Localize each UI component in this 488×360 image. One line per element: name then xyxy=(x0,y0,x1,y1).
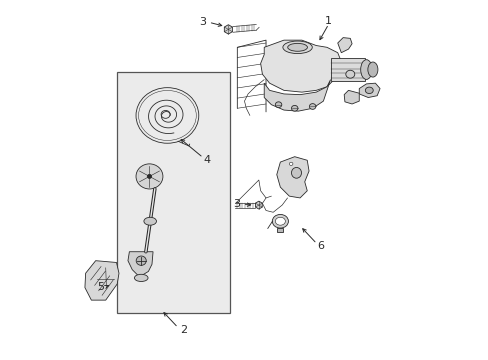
Polygon shape xyxy=(359,83,379,98)
Ellipse shape xyxy=(345,70,354,78)
Text: 3: 3 xyxy=(198,17,205,27)
Ellipse shape xyxy=(275,102,281,108)
Ellipse shape xyxy=(143,217,156,225)
Polygon shape xyxy=(128,252,153,277)
Ellipse shape xyxy=(367,62,377,77)
Polygon shape xyxy=(260,40,341,92)
Polygon shape xyxy=(276,157,308,198)
Polygon shape xyxy=(224,25,232,34)
Ellipse shape xyxy=(291,167,301,178)
Text: 6: 6 xyxy=(316,241,323,251)
Text: 4: 4 xyxy=(203,155,210,165)
Bar xyxy=(330,58,364,81)
Polygon shape xyxy=(85,261,119,300)
Text: 3: 3 xyxy=(233,199,240,210)
Ellipse shape xyxy=(287,43,307,51)
Ellipse shape xyxy=(289,162,292,166)
Ellipse shape xyxy=(275,217,285,225)
Ellipse shape xyxy=(282,41,312,54)
Text: 1: 1 xyxy=(325,17,331,27)
Ellipse shape xyxy=(134,274,148,282)
Ellipse shape xyxy=(272,215,288,228)
Polygon shape xyxy=(264,80,330,111)
Ellipse shape xyxy=(309,104,315,109)
Ellipse shape xyxy=(136,164,163,189)
Text: 2: 2 xyxy=(180,325,187,335)
Ellipse shape xyxy=(136,256,146,265)
Ellipse shape xyxy=(147,175,151,179)
Ellipse shape xyxy=(360,60,371,80)
Bar xyxy=(277,228,283,232)
Ellipse shape xyxy=(291,105,297,111)
Ellipse shape xyxy=(365,87,372,94)
Polygon shape xyxy=(255,201,262,209)
Polygon shape xyxy=(337,38,351,53)
Text: 5: 5 xyxy=(97,282,104,292)
Polygon shape xyxy=(344,90,359,104)
Bar xyxy=(117,72,230,313)
